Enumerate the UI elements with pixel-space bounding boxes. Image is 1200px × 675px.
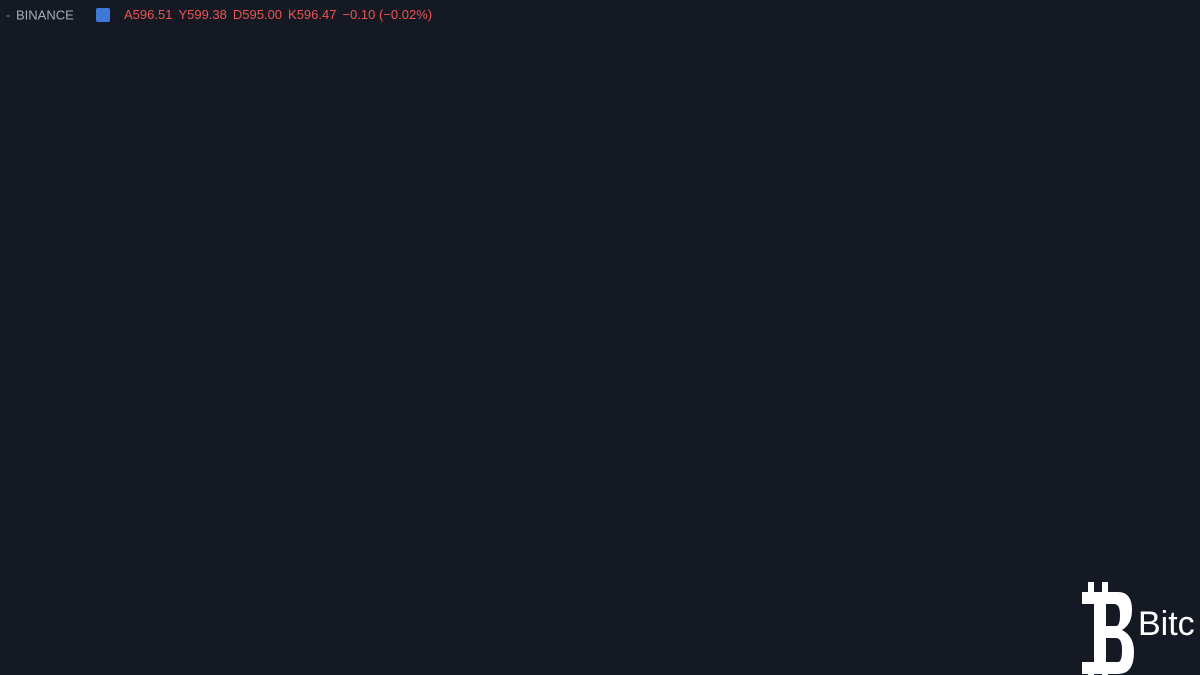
watermark-text: Bitc <box>1138 605 1195 643</box>
header-value: Y599.38 <box>178 7 226 22</box>
header-value: K596.47 <box>288 7 336 22</box>
ohlc-values: A596.51 Y599.38 D595.00 K596.47 −0.10 (−0.02… <box>124 7 432 22</box>
exchange: BINANCE <box>16 7 74 22</box>
exchange-icon <box>96 8 110 22</box>
header-value: D595.00 <box>233 7 282 22</box>
separator: - <box>6 7 10 22</box>
header-value: A596.51 <box>124 7 172 22</box>
header: - BINANCE A596.51 Y599.38 D595.00 K596.47 −0… <box>6 7 432 22</box>
header-value: −0.10 (−0.02%) <box>342 7 432 22</box>
